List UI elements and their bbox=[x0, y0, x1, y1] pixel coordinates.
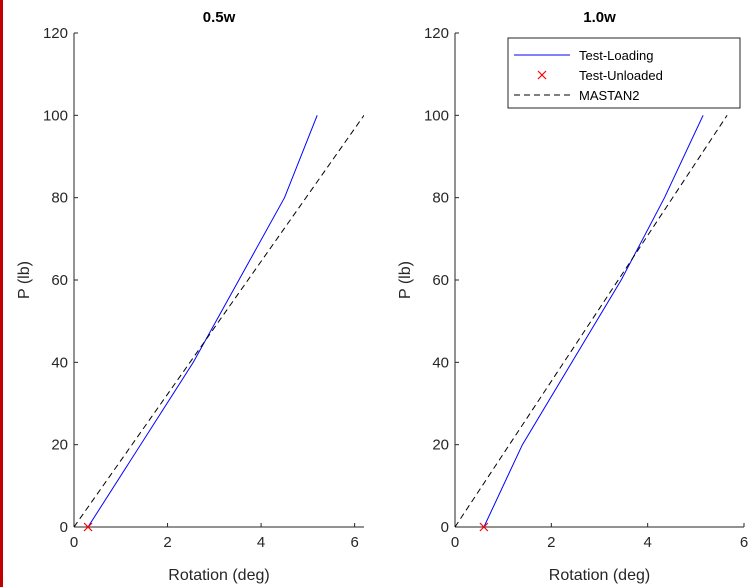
legend-box bbox=[507, 37, 741, 109]
legend-label-test-loading: Test-Loading bbox=[579, 48, 653, 63]
series-test-loading-line bbox=[87, 115, 318, 527]
marker-stroke bbox=[83, 522, 93, 532]
series-mastan2-line bbox=[74, 115, 364, 527]
x-tick-label: 6 bbox=[350, 534, 358, 551]
series-mastan2-line bbox=[455, 115, 728, 527]
y-tick-label: 40 bbox=[51, 354, 68, 371]
y-tick-label: 0 bbox=[60, 519, 68, 536]
marker-stroke bbox=[479, 522, 489, 532]
y-tick-label: 120 bbox=[43, 25, 68, 42]
chart-title: 0.5w bbox=[203, 9, 236, 26]
y-tick-label: 0 bbox=[441, 519, 449, 536]
series-test-loading-line bbox=[483, 115, 704, 527]
chart-panel-1p0w: 1.0w Rotation (deg) P (lb) Test-Loading … bbox=[397, 9, 748, 584]
x-axis-label: Rotation (deg) bbox=[168, 567, 269, 584]
series-test-unloaded-marker bbox=[479, 522, 489, 532]
series-test-unloaded-marker bbox=[83, 522, 93, 532]
legend-swatch-test-unloaded bbox=[537, 70, 547, 80]
left-edge-bar bbox=[0, 0, 3, 587]
y-tick-label: 100 bbox=[424, 107, 449, 124]
x-tick-label: 0 bbox=[70, 534, 78, 551]
y-tick-label: 100 bbox=[43, 107, 68, 124]
chart-panel-0p5w: 0.5w Rotation (deg) P (lb) 0204060801001… bbox=[16, 9, 364, 584]
x-tick-label: 2 bbox=[547, 534, 555, 551]
y-tick-label: 120 bbox=[424, 25, 449, 42]
legend-label-test-unloaded: Test-Unloaded bbox=[579, 68, 663, 83]
y-tick-label: 60 bbox=[432, 272, 449, 289]
legend: Test-Loading Test-Unloaded MASTAN2 bbox=[507, 37, 741, 109]
x-tick-label: 2 bbox=[163, 534, 171, 551]
y-tick-label: 80 bbox=[51, 190, 68, 207]
x-axis-label: Rotation (deg) bbox=[549, 567, 650, 584]
x-tick-label: 4 bbox=[257, 534, 265, 551]
x-tick-label: 6 bbox=[740, 534, 748, 551]
x-tick-label: 0 bbox=[451, 534, 459, 551]
marker-stroke bbox=[537, 70, 547, 80]
y-tick-label: 20 bbox=[51, 437, 68, 454]
y-tick-label: 40 bbox=[432, 354, 449, 371]
y-tick-label: 80 bbox=[432, 190, 449, 207]
y-tick-label: 20 bbox=[432, 437, 449, 454]
y-axis-label: P (lb) bbox=[16, 261, 33, 299]
legend-label-mastan2: MASTAN2 bbox=[579, 88, 639, 103]
y-tick-label: 60 bbox=[51, 272, 68, 289]
x-tick-label: 4 bbox=[643, 534, 651, 551]
chart-title: 1.0w bbox=[583, 9, 616, 26]
y-axis-label: P (lb) bbox=[397, 261, 414, 299]
